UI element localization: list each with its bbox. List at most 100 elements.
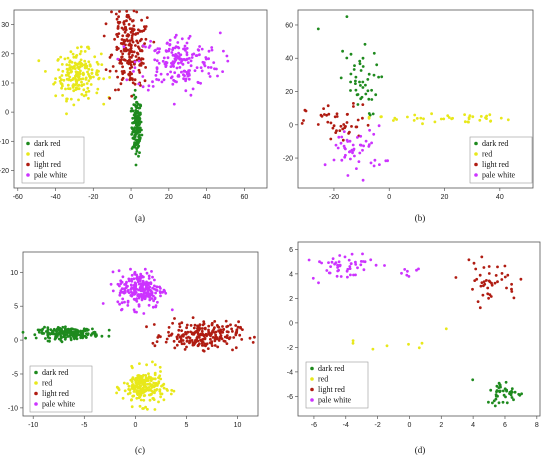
x-tick-label: 20 [441,194,449,201]
scatter-point [430,112,433,116]
scatter-point [84,62,88,66]
scatter-point [488,113,492,117]
scatter-point [127,52,131,55]
scatter-point [63,337,67,341]
scatter-point [123,30,127,34]
scatter-point [117,21,121,25]
y-tick-label: 40 [285,56,293,63]
scatter-point [119,282,123,286]
scatter-point [175,343,179,347]
scatter-point [87,67,91,71]
scatter-point [370,141,373,145]
scatter-point [144,37,148,41]
x-tick-label: 40 [203,194,211,201]
scatter-point [475,277,479,281]
scatter-point [60,86,63,90]
scatter-point [123,300,126,304]
legend-marker [26,173,30,177]
scatter-point [115,385,119,389]
x-tick-label: -6 [311,422,317,429]
scatter-point [494,274,498,277]
scatter-point [76,46,79,50]
scatter-point [133,289,137,293]
scatter-point [349,157,352,161]
scatter-point [367,145,371,148]
scatter-point [155,59,159,63]
scatter-point [129,63,133,67]
scatter-point [353,154,356,158]
scatter-point [99,52,103,56]
scatter-point [116,282,120,286]
scatter-point [124,43,127,47]
scatter-point [132,129,136,133]
scatter-point [37,330,41,334]
scatter-point [510,282,513,286]
scatter-point [122,287,126,291]
scatter-point [372,51,376,55]
scatter-point [337,260,341,264]
scatter-point [454,276,458,279]
scatter-point [145,363,149,367]
scatter-point [500,272,504,275]
scatter-point [132,28,136,31]
scatter-point [486,286,490,290]
scatter-point [215,67,218,71]
scatter-point [134,152,138,156]
scatter-point [447,116,451,119]
scatter-point [335,274,339,278]
scatter-point [193,69,197,72]
scatter-point [347,258,351,262]
scatter-point [339,76,343,80]
scatter-point [171,82,175,86]
scatter-point [117,47,120,50]
scatter-point [130,387,134,390]
scatter-point [471,115,475,119]
scatter-point [130,377,134,381]
scatter-point [339,124,343,128]
scatter-point [130,34,134,38]
scatter-point [513,390,517,394]
scatter-point [141,85,145,89]
scatter-point [327,261,330,264]
scatter-point [133,116,137,120]
scatter-point [182,47,185,51]
scatter-point [171,60,175,63]
scatter-point [172,389,176,393]
scatter-point [467,117,471,121]
scatter-point [413,113,417,117]
scatter-point [135,273,139,277]
scatter-point [503,264,507,268]
scatter-point [61,84,64,88]
scatter-point [231,348,234,352]
scatter-point [183,348,187,351]
scatter-point [482,266,486,269]
scatter-point [139,378,143,382]
panel-caption: (c) [135,445,145,455]
scatter-point [135,382,139,386]
scatter-point [44,70,47,73]
scatter-point [132,70,135,73]
scatter-point [331,257,335,260]
scatter-point [359,134,363,138]
scatter-point [133,78,137,82]
scatter-point [180,70,183,74]
scatter-point [351,143,355,147]
scatter-point [139,64,143,67]
scatter-point [342,123,346,126]
scatter-point [141,284,145,288]
scatter-point [479,115,483,118]
scatter-point [178,66,182,69]
y-tick-label: 0 [289,122,293,129]
scatter-point [195,54,199,57]
scatter-point [146,293,150,297]
scatter-point [138,122,142,126]
scatter-point [463,120,467,124]
scatter-point [110,10,113,14]
legend-marker [474,141,478,146]
series-dark-red [129,88,144,167]
scatter-point [185,53,189,57]
scatter-point [159,377,163,381]
scatter-point [471,287,474,291]
scatter-point [118,293,122,297]
